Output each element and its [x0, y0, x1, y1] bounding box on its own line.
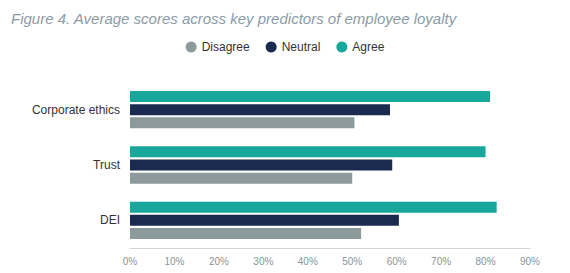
svg-text:80%: 80% [476, 256, 496, 267]
svg-text:Trust: Trust [93, 158, 121, 172]
svg-text:Agree: Agree [352, 40, 384, 54]
svg-text:10%: 10% [164, 256, 184, 267]
svg-text:Disagree: Disagree [202, 40, 250, 54]
svg-text:Neutral: Neutral [282, 40, 321, 54]
svg-text:60%: 60% [387, 256, 407, 267]
svg-text:70%: 70% [431, 256, 451, 267]
svg-text:50%: 50% [342, 256, 362, 267]
svg-text:40%: 40% [298, 256, 318, 267]
svg-text:Figure 4. Average scores acros: Figure 4. Average scores across key pred… [11, 10, 458, 27]
svg-text:0%: 0% [123, 256, 138, 267]
svg-text:Corporate ethics: Corporate ethics [32, 103, 120, 117]
svg-text:DEI: DEI [100, 213, 120, 227]
svg-text:90%: 90% [520, 256, 540, 267]
svg-text:20%: 20% [209, 256, 229, 267]
svg-text:30%: 30% [253, 256, 273, 267]
